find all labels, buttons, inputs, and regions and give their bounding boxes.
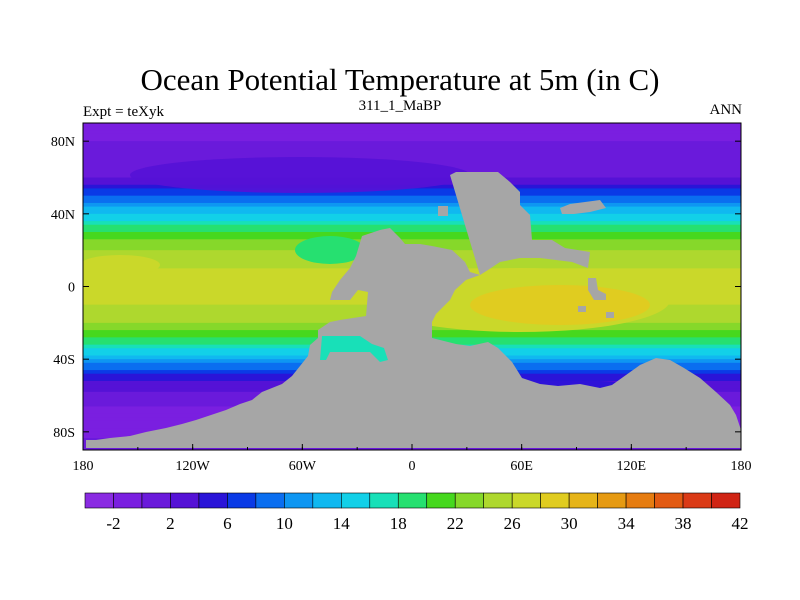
temperature-band [83, 188, 741, 193]
temperature-band [83, 206, 741, 211]
map-title: Ocean Potential Temperature at 5m (in C) [140, 62, 660, 97]
colorbar-label: 22 [447, 514, 464, 533]
colorbar-swatch [141, 492, 171, 509]
colorbar-swatch [255, 492, 285, 509]
temperature-band [83, 224, 741, 229]
x-tick-label: 180 [73, 459, 94, 474]
land-continent-main [86, 172, 741, 448]
temperature-band [83, 195, 741, 200]
land-island-small-3 [606, 312, 614, 318]
colorbar-swatch [654, 492, 684, 509]
x-tick-label: 60E [510, 459, 533, 474]
y-tick-label: 80S [53, 426, 75, 441]
land-island-east [588, 278, 606, 300]
colorbar-label: 18 [390, 514, 407, 533]
y-tick-label: 0 [68, 281, 75, 296]
west-warm-patch [83, 255, 160, 275]
temperature-band [83, 235, 741, 240]
colorbar-swatch [483, 492, 513, 509]
x-tick-label: 120W [176, 459, 211, 474]
colorbar-swatch [597, 492, 627, 509]
colorbar-swatch [284, 492, 314, 509]
x-tick-label: 180 [731, 459, 752, 474]
colorbar-swatch [397, 492, 428, 509]
temperature-band [83, 130, 741, 135]
colorbar-swatch [227, 492, 257, 509]
colorbar-swatch [198, 492, 228, 509]
colorbar: -2 2 6 10 14 18 22 26 30 34 38 42 [84, 492, 749, 533]
colorbar-swatch [454, 492, 484, 509]
y-tick-label: 80N [51, 135, 75, 150]
colorbar-swatch [511, 492, 541, 509]
colorbar-swatch [711, 492, 741, 509]
colorbar-swatch [170, 492, 200, 509]
colorbar-swatch [426, 492, 456, 509]
experiment-label: Expt = teXyk [83, 104, 164, 120]
north-cold-tongue [130, 157, 470, 193]
temperature-band [83, 152, 741, 157]
temperature-band [83, 202, 741, 208]
colorbar-swatch [369, 492, 399, 509]
temperature-band [83, 141, 741, 146]
y-tick-label: 40S [53, 353, 75, 368]
colorbar-swatch [682, 492, 712, 509]
temperature-field [83, 123, 741, 450]
temperature-band [83, 192, 741, 197]
temperature-band [83, 232, 741, 237]
temperature-band [83, 123, 741, 128]
colorbar-label: 30 [561, 514, 578, 533]
colorbar-swatch [568, 492, 598, 509]
temperature-band [83, 126, 741, 131]
temperature-band [83, 217, 741, 222]
temperature-band [83, 228, 741, 233]
temperature-band [83, 144, 741, 150]
temperature-band [83, 148, 741, 153]
land-island-small-1 [438, 206, 448, 216]
colorbar-label: 38 [675, 514, 692, 533]
temperature-band [83, 213, 741, 219]
colorbar-label: -2 [106, 514, 120, 533]
x-tick-label: 0 [409, 459, 416, 474]
coastal-band-south [320, 336, 388, 362]
temperature-band [83, 210, 741, 215]
colorbar-swatch [113, 492, 143, 509]
temperature-band [83, 199, 741, 204]
colorbar-label: 26 [504, 514, 521, 533]
colorbar-label: 2 [166, 514, 175, 533]
land-peninsula-south [304, 370, 348, 448]
land-island-small-2 [578, 306, 586, 312]
x-tick-label: 60W [289, 459, 317, 474]
x-tick-label: 120E [617, 459, 647, 474]
colorbar-label: 6 [223, 514, 232, 533]
temperature-band [83, 221, 741, 226]
colorbar-swatch [84, 492, 114, 509]
tropical-warm-core [470, 285, 650, 325]
temperature-band [83, 155, 741, 160]
central-cool-patch [295, 236, 365, 264]
colorbar-label: 42 [732, 514, 749, 533]
temperature-band [83, 133, 741, 139]
x-axis: 180 120W 60W 0 60E 120E 180 [73, 444, 752, 474]
temperature-band [83, 137, 741, 142]
colorbar-swatch [625, 492, 655, 509]
colorbar-swatch [312, 492, 342, 509]
y-tick-label: 40N [51, 208, 75, 223]
y-axis: 80N 40N 0 40S 80S [51, 135, 741, 441]
land-island-northeast [560, 200, 606, 214]
temperature-band [83, 239, 741, 244]
temperature-band [83, 159, 741, 164]
period-label: 311_1_MaBP [358, 98, 442, 114]
colorbar-label: 14 [333, 514, 351, 533]
colorbar-swatch [341, 492, 371, 509]
colorbar-label: 34 [618, 514, 636, 533]
season-label: ANN [709, 102, 743, 118]
colorbar-label: 10 [276, 514, 293, 533]
colorbar-swatch [540, 492, 570, 509]
